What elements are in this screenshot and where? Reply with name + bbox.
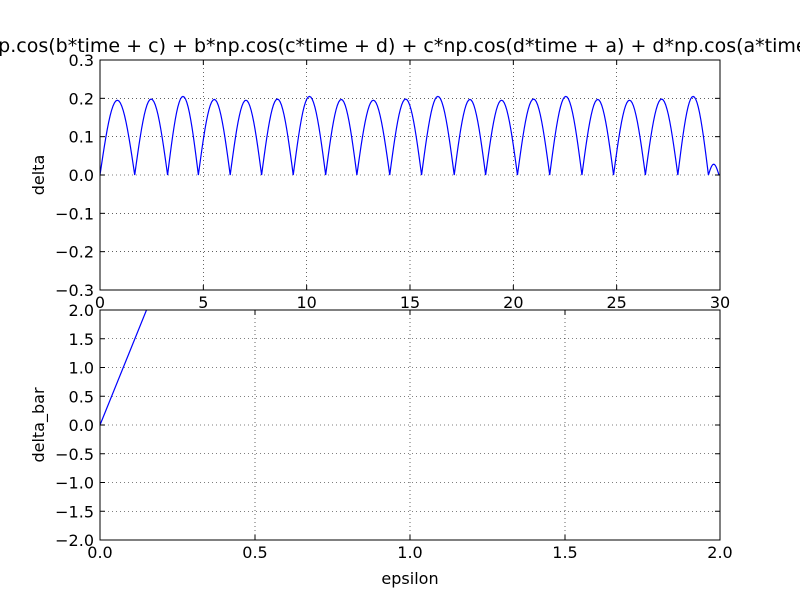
y-tick-label: 0.1 xyxy=(69,128,94,147)
y-axis-label: delta xyxy=(29,155,48,196)
x-tick-label: 1.0 xyxy=(397,543,422,562)
y-tick-label: 0.2 xyxy=(69,89,94,108)
y-tick-label: 0.0 xyxy=(69,166,94,185)
y-tick-label: −1.0 xyxy=(55,474,94,493)
x-tick-label: 10 xyxy=(296,293,316,312)
x-tick-label: 1.5 xyxy=(552,543,577,562)
y-tick-label: 1.5 xyxy=(69,330,94,349)
y-tick-label: 0.5 xyxy=(69,387,94,406)
y-tick-label: −0.1 xyxy=(55,204,94,223)
x-tick-label: 2.0 xyxy=(707,543,732,562)
y-axis-label: delta_bar xyxy=(29,387,49,462)
top-axes: 0 5 10 15 20 25 30 0.3 0.2 0.1 0.0 −0.1 −0.2 −0.3 delt… xyxy=(29,51,730,312)
y-tick-label: −0.2 xyxy=(55,243,94,262)
x-tick-label: 25 xyxy=(606,293,626,312)
x-axis-label: epsilon xyxy=(381,569,438,588)
y-tick-label: −1.5 xyxy=(55,502,94,521)
y-tick-label: 0.3 xyxy=(69,51,94,70)
x-tick-label: 15 xyxy=(400,293,420,312)
series-line xyxy=(100,310,148,426)
y-tick-label: 0.0 xyxy=(69,416,94,435)
x-tick-label: 0.5 xyxy=(242,543,267,562)
y-tick-label: −0.5 xyxy=(55,445,94,464)
x-tick-label: 0.0 xyxy=(87,543,112,562)
y-tick-label: −0.3 xyxy=(55,281,94,300)
x-tick-label: 5 xyxy=(198,293,208,312)
x-tick-label: 20 xyxy=(503,293,523,312)
figure-title: a*np.cos(b*time + c) + b*np.cos(c*time +… xyxy=(0,35,800,57)
y-tick-label: −2.0 xyxy=(55,531,94,550)
x-tick-label: 30 xyxy=(710,293,730,312)
y-tick-label: 2.0 xyxy=(69,301,94,320)
bottom-axes: 0.0 0.5 1.0 1.5 2.0 2.0 1.5 1.0 0.5 0.0 −0.5 −1.0 −1… xyxy=(29,301,733,588)
y-tick-label: 1.0 xyxy=(69,359,94,378)
series-line xyxy=(100,95,720,176)
x-tick-label: 0 xyxy=(95,293,105,312)
